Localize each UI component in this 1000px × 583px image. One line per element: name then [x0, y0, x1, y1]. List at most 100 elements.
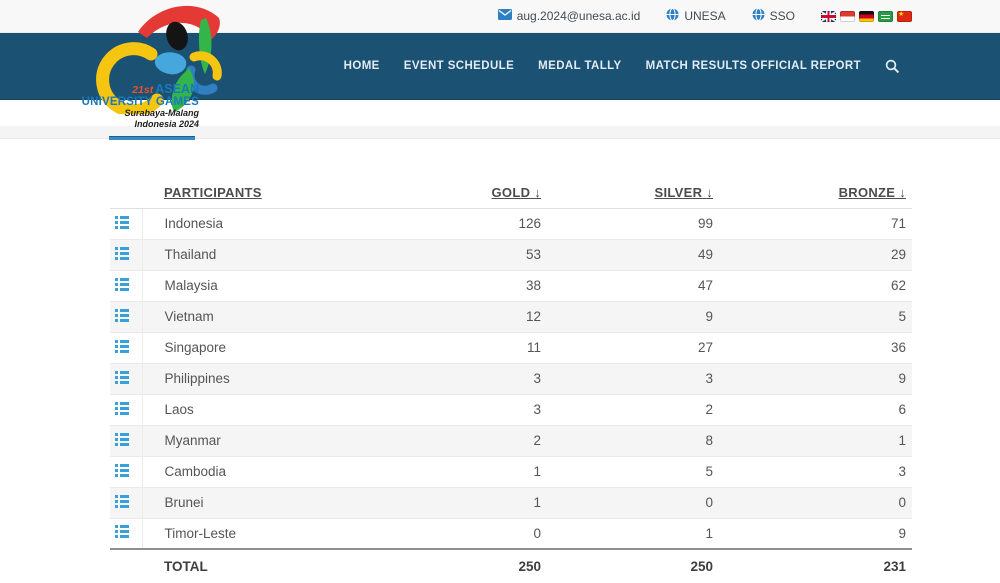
nav-list: HOME EVENT SCHEDULE MEDAL TALLY MATCH RESUL…: [344, 60, 861, 72]
silver-count: 1: [547, 517, 719, 549]
logo-edition: 21st: [132, 84, 154, 96]
country-name: Laos: [142, 393, 407, 425]
nav-item-home[interactable]: HOME: [343, 60, 380, 72]
bronze-count: 6: [719, 393, 912, 425]
saudi-arabia-flag-icon[interactable]: [878, 10, 893, 22]
event-logo[interactable]: 21st ASEAN UNIVERSITY GAMES Surabaya-Mala…: [82, 0, 223, 134]
total-icon-cell: [110, 548, 142, 583]
list-icon[interactable]: [115, 246, 129, 260]
main-nav: HOME EVENT SCHEDULE MEDAL TALLY MATCH RESUL…: [0, 33, 1000, 100]
country-name: Timor-Leste: [142, 517, 407, 549]
list-icon[interactable]: [115, 370, 129, 384]
bronze-count: 9: [719, 362, 912, 394]
gold-count: 53: [407, 238, 547, 270]
subheader-band: [0, 126, 1000, 140]
country-name: Myanmar: [142, 424, 407, 456]
email-text: aug.2024@unesa.ac.id: [516, 9, 641, 23]
silver-count: 47: [547, 269, 719, 301]
list-icon[interactable]: [115, 339, 129, 353]
language-flags: [821, 10, 912, 22]
silver-count: 2: [547, 393, 719, 425]
total-bronze: 231: [719, 548, 912, 583]
sort-down-icon: ↓: [899, 185, 906, 201]
country-name: Cambodia: [142, 455, 407, 487]
list-icon[interactable]: [115, 463, 129, 477]
uk-flag-icon[interactable]: [821, 10, 836, 22]
sort-down-icon: ↓: [534, 185, 541, 201]
gold-count: 3: [407, 393, 547, 425]
runner-logo-icon: [96, 5, 222, 114]
sso-label: SSO: [769, 9, 795, 23]
total-row: TOTAL 250 250 231: [110, 548, 912, 583]
bronze-count: 29: [719, 238, 912, 270]
logo-location: Surabaya-Malang: [124, 108, 199, 119]
list-icon[interactable]: [115, 308, 129, 322]
country-name: Brunei: [142, 486, 407, 518]
medal-tally-table: PARTICIPANTS GOLD ↓ SILVER ↓ BRONZE ↓: [110, 178, 912, 583]
table-row: Thailand 53 49 29: [110, 238, 912, 270]
indonesia-flag-icon[interactable]: [840, 10, 855, 22]
list-icon[interactable]: [115, 401, 129, 415]
list-icon[interactable]: [115, 215, 129, 229]
bronze-count: 0: [719, 486, 912, 518]
gold-count: 1: [407, 486, 547, 518]
header-gap: [0, 100, 1000, 126]
silver-count: 5: [547, 455, 719, 487]
table-row: Brunei 1 0 0: [110, 486, 912, 518]
table-row: Cambodia 1 5 3: [110, 455, 912, 487]
nav-item-event-schedule[interactable]: EVENT SCHEDULE: [403, 60, 515, 72]
bronze-count: 62: [719, 269, 912, 301]
table-row: Vietnam 12 9 5: [110, 300, 912, 332]
silver-count: 49: [547, 238, 719, 270]
gold-count: 1: [407, 455, 547, 487]
nav-item-match-results-official-report[interactable]: MATCH RESULTS OFFICIAL REPORT: [645, 60, 861, 72]
icon-column-header: [110, 178, 142, 209]
search-button[interactable]: [885, 59, 900, 74]
gold-count: 0: [407, 517, 547, 549]
globe-icon: [752, 8, 765, 24]
list-icon[interactable]: [115, 525, 129, 539]
email-link[interactable]: aug.2024@unesa.ac.id: [497, 9, 641, 23]
silver-count: 9: [547, 300, 719, 332]
active-tab-indicator: [109, 136, 195, 140]
nav-item-medal-tally[interactable]: MEDAL TALLY: [538, 60, 622, 72]
list-icon[interactable]: [115, 277, 129, 291]
germany-flag-icon[interactable]: [859, 10, 874, 22]
silver-count: 3: [547, 362, 719, 394]
bronze-count: 3: [719, 455, 912, 487]
table-row: Laos 3 2 6: [110, 393, 912, 425]
table-row: Indonesia 126 99 71: [110, 207, 912, 239]
envelope-icon: [497, 9, 512, 23]
table-row: Timor-Leste 0 1 9: [110, 517, 912, 549]
gold-count: 38: [407, 269, 547, 301]
medal-table-body: Indonesia 126 99 71 Thailand 53 49 29 Ma…: [110, 207, 912, 549]
country-name: Philippines: [142, 362, 407, 394]
gold-header[interactable]: GOLD ↓: [407, 178, 547, 209]
unesa-label: UNESA: [684, 9, 726, 23]
sso-link[interactable]: SSO: [752, 8, 795, 24]
unesa-link[interactable]: UNESA: [666, 8, 726, 24]
silver-count: 8: [547, 424, 719, 456]
china-flag-icon[interactable]: [897, 10, 912, 22]
participants-header[interactable]: PARTICIPANTS: [142, 178, 407, 209]
main-content: PARTICIPANTS GOLD ↓ SILVER ↓ BRONZE ↓: [110, 178, 912, 583]
bronze-count: 36: [719, 331, 912, 363]
gold-count: 2: [407, 424, 547, 456]
gold-count: 11: [407, 331, 547, 363]
list-icon[interactable]: [115, 494, 129, 508]
gold-count: 12: [407, 300, 547, 332]
sort-down-icon: ↓: [706, 185, 713, 201]
bronze-header[interactable]: BRONZE ↓: [719, 178, 912, 209]
country-name: Indonesia: [142, 207, 407, 239]
table-row: Singapore 11 27 36: [110, 331, 912, 363]
list-icon[interactable]: [115, 432, 129, 446]
bronze-count: 1: [719, 424, 912, 456]
silver-header[interactable]: SILVER ↓: [547, 178, 719, 209]
total-silver: 250: [547, 548, 719, 583]
table-row: Myanmar 2 8 1: [110, 424, 912, 456]
globe-icon: [666, 8, 679, 24]
bronze-count: 9: [719, 517, 912, 549]
country-name: Singapore: [142, 331, 407, 363]
logo-title: 21st ASEAN: [132, 82, 199, 96]
